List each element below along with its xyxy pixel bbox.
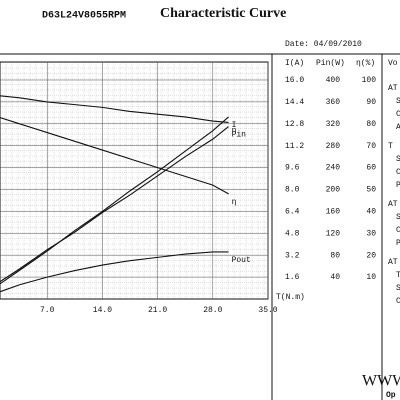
y2-tick-label: 40 xyxy=(330,273,340,282)
side-note: S xyxy=(396,284,400,293)
y2-tick-label: 80 xyxy=(330,251,340,260)
y-tick-label: 6.4 xyxy=(285,208,300,217)
y-axis-title: I(A) xyxy=(285,59,304,68)
y2-axis-title: Pin(W) xyxy=(316,59,345,68)
y2-tick-label: 200 xyxy=(326,186,341,195)
model: D63L24V8055RPM xyxy=(42,11,126,22)
y-tick-label: 3.2 xyxy=(285,251,300,260)
y2-tick-label: 120 xyxy=(326,229,341,238)
side-note: P xyxy=(396,181,400,190)
series-label: Pin xyxy=(232,131,247,140)
y2-tick-label: 240 xyxy=(326,164,341,173)
y2-tick-label: 280 xyxy=(326,142,341,151)
y2-tick-label: 320 xyxy=(326,120,341,129)
side-note: C xyxy=(396,110,400,119)
y2-tick-label: 160 xyxy=(326,208,341,217)
y3-tick-label: 60 xyxy=(366,164,376,173)
y-tick-label: 11.2 xyxy=(285,142,304,151)
y-tick-label: 9.6 xyxy=(285,164,300,173)
side-note: C xyxy=(396,297,400,306)
y3-axis-title: η(%) xyxy=(356,59,375,68)
side-note: AT xyxy=(388,200,398,209)
side-header: Vo xyxy=(388,59,398,68)
y-tick-label: 14.4 xyxy=(285,98,304,107)
footer: WWW xyxy=(362,373,400,390)
footer-note: Op xyxy=(386,391,396,400)
series-label: n xyxy=(232,127,237,136)
series-line xyxy=(0,251,229,293)
side-note: S xyxy=(396,155,400,164)
series-label: η xyxy=(232,198,237,207)
y-tick-label: 8.0 xyxy=(285,186,300,195)
y3-tick-label: 70 xyxy=(366,142,376,151)
side-note: C xyxy=(396,168,400,177)
y3-tick-label: 10 xyxy=(366,273,376,282)
date: Date: 04/09/2010 xyxy=(285,40,362,49)
y3-tick-label: 30 xyxy=(366,229,376,238)
series-label: Pout xyxy=(232,256,251,265)
side-note: AT xyxy=(388,84,398,93)
series-line xyxy=(0,117,229,195)
x-tick-label: 28.0 xyxy=(203,306,222,315)
y-tick-label: 1.6 xyxy=(285,273,300,282)
series-label: I xyxy=(232,121,237,130)
side-note: S xyxy=(396,97,400,106)
side-note: T xyxy=(388,142,393,151)
x-tick-label: 35.0 xyxy=(258,306,277,315)
series-line xyxy=(0,95,229,123)
x-tick-label: 14.0 xyxy=(93,306,112,315)
chart-title: Characteristic Curve xyxy=(160,6,286,21)
side-note: S xyxy=(396,213,400,222)
y3-tick-label: 40 xyxy=(366,208,376,217)
y3-tick-label: 100 xyxy=(362,76,377,85)
y2-tick-label: 360 xyxy=(326,98,341,107)
y-tick-label: 16.0 xyxy=(285,76,304,85)
y3-tick-label: 50 xyxy=(366,186,376,195)
side-note: T xyxy=(396,271,400,280)
side-note: C xyxy=(396,226,400,235)
x-tick-label: 7.0 xyxy=(40,306,55,315)
y2-tick-label: 400 xyxy=(326,76,341,85)
side-note: P xyxy=(396,239,400,248)
side-note: AT xyxy=(388,258,398,267)
y3-tick-label: 20 xyxy=(366,251,376,260)
series-line xyxy=(0,126,229,283)
x-tick-label: 21.0 xyxy=(148,306,167,315)
y3-tick-label: 90 xyxy=(366,98,376,107)
y3-tick-label: 80 xyxy=(366,120,376,129)
y-tick-label: 4.8 xyxy=(285,229,300,238)
y-tick-label: 12.8 xyxy=(285,120,304,129)
x-axis-title: T(N.m) xyxy=(276,293,305,302)
series-line xyxy=(0,116,229,285)
side-note: AT xyxy=(396,123,400,132)
plot-frame xyxy=(0,61,269,300)
